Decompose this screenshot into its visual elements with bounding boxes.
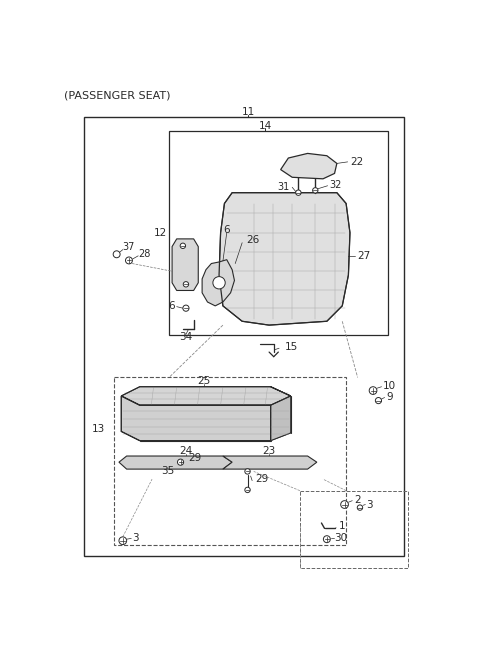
Text: 9: 9 [386,392,393,401]
Text: 26: 26 [246,236,259,245]
Circle shape [178,459,184,465]
Polygon shape [121,387,291,405]
Text: 31: 31 [277,182,290,192]
Circle shape [183,281,189,287]
Circle shape [183,305,189,311]
Text: 6: 6 [223,224,230,235]
Polygon shape [121,396,271,441]
Bar [84,117,404,556]
Circle shape [324,536,330,543]
Bar [300,491,408,567]
Text: 37: 37 [123,242,135,253]
Circle shape [296,190,301,195]
Polygon shape [219,193,350,325]
Text: 3: 3 [132,533,139,543]
Circle shape [341,501,348,508]
Text: 23: 23 [263,445,276,456]
Text: 30: 30 [335,533,348,543]
Circle shape [245,469,250,474]
Text: 27: 27 [358,251,371,261]
Circle shape [375,398,382,403]
Text: 13: 13 [92,424,105,434]
Text: 29: 29 [188,453,202,462]
Text: 28: 28 [138,249,151,258]
Circle shape [180,243,186,249]
Text: 3: 3 [366,499,373,510]
Circle shape [245,487,250,493]
Text: 15: 15 [285,342,298,352]
Text: 24: 24 [180,445,192,456]
Text: 10: 10 [383,381,396,391]
Text: 22: 22 [350,157,363,167]
Polygon shape [223,456,317,469]
Circle shape [119,537,127,544]
Text: 35: 35 [161,466,174,476]
Circle shape [369,387,377,394]
Circle shape [125,257,132,264]
Text: 6: 6 [168,301,175,311]
Text: 14: 14 [259,121,272,131]
Polygon shape [271,387,291,441]
Circle shape [213,277,225,289]
Polygon shape [281,154,337,179]
Polygon shape [202,260,234,306]
Text: 32: 32 [329,180,342,190]
Bar [114,377,346,545]
Text: 12: 12 [154,228,168,237]
Text: (PASSENGER SEAT): (PASSENGER SEAT) [63,91,170,100]
Text: 1: 1 [338,521,345,531]
Text: 29: 29 [255,474,268,484]
Circle shape [113,251,120,258]
Polygon shape [172,239,198,291]
Text: 34: 34 [180,332,192,342]
Polygon shape [119,456,232,469]
Text: 2: 2 [354,495,360,505]
Text: 25: 25 [197,377,210,386]
Circle shape [312,188,318,193]
Text: 11: 11 [242,107,255,117]
Circle shape [357,505,363,510]
Bar [169,131,388,335]
